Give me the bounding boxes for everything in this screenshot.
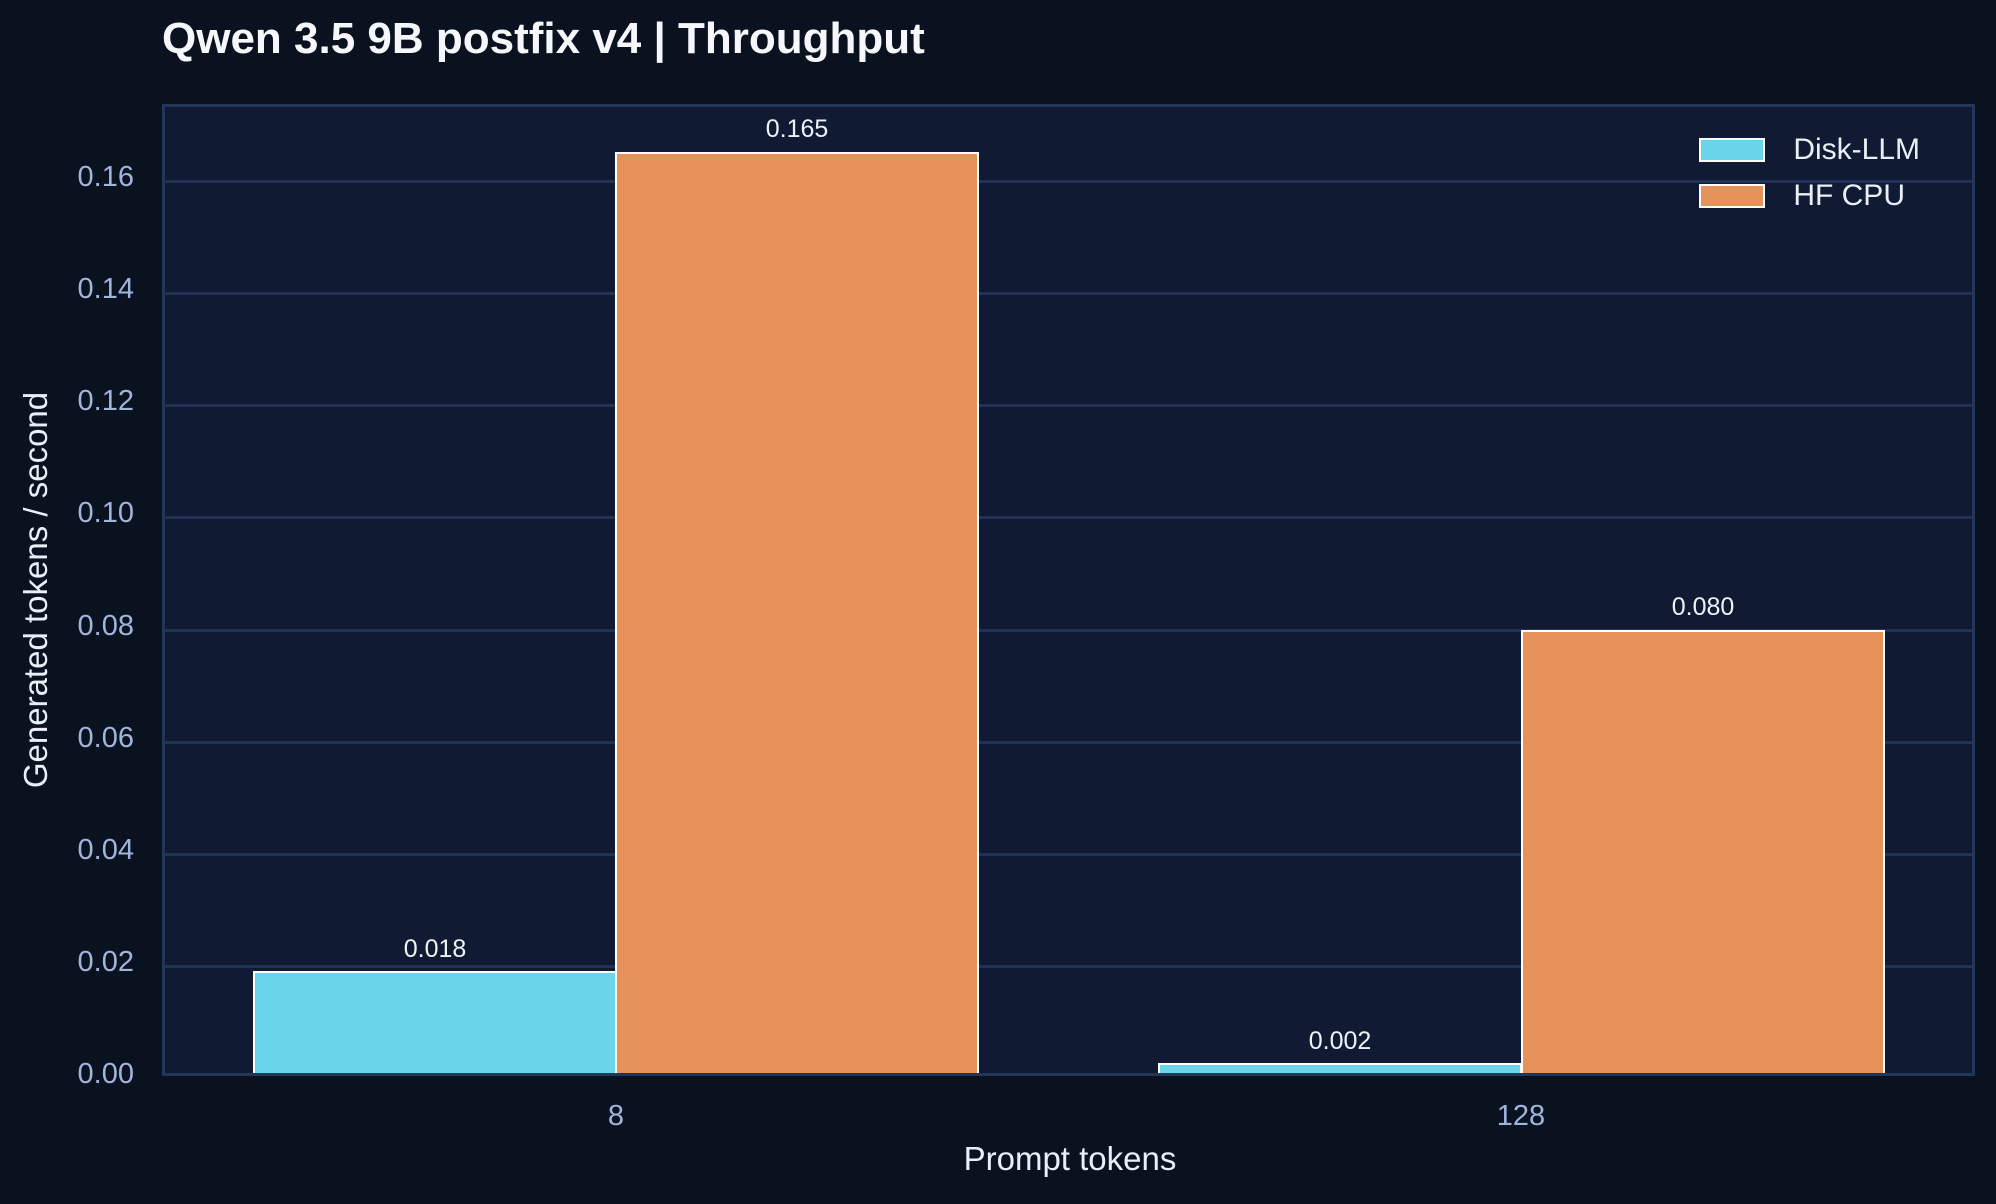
x-axis-label: Prompt tokens: [963, 1140, 1177, 1177]
y-tick: 0.10: [77, 497, 134, 529]
bar-value-label: 0.165: [765, 115, 829, 143]
bar-value-label: 0.002: [1308, 1027, 1372, 1055]
bar-disk-llm-128[interactable]: [1158, 1063, 1522, 1073]
gridline: [165, 629, 1972, 632]
gridline: [165, 404, 1972, 407]
legend-item-hf-cpu[interactable]: HF CPU: [1699, 173, 1920, 219]
y-tick: 0.06: [77, 722, 134, 754]
gridline: [165, 516, 1972, 519]
y-tick: 0.04: [77, 834, 134, 866]
legend-item-disk-llm[interactable]: Disk-LLM: [1699, 127, 1920, 173]
bar-hf-cpu-128[interactable]: [1521, 630, 1885, 1073]
y-tick: 0.08: [77, 610, 134, 642]
bar-disk-llm-8[interactable]: [253, 971, 617, 1073]
bar-hf-cpu-8[interactable]: [615, 152, 979, 1073]
x-tick: 8: [607, 1100, 625, 1132]
gridline: [165, 965, 1972, 968]
legend-label: Disk-LLM: [1793, 133, 1920, 166]
legend-swatch-icon: [1699, 138, 1766, 162]
gridline: [165, 741, 1972, 744]
legend: Disk-LLM HF CPU: [1699, 127, 1920, 219]
legend-swatch-icon: [1699, 184, 1766, 208]
y-tick: 0.14: [77, 273, 134, 305]
bar-value-label: 0.018: [403, 935, 467, 963]
bar-value-label: 0.080: [1671, 593, 1735, 621]
plot-area: 0.018 0.165 0.002 0.080 Disk-LLM HF CPU: [162, 104, 1975, 1076]
x-tick: 128: [1496, 1100, 1546, 1132]
y-tick: 0.00: [77, 1058, 134, 1090]
y-tick: 0.12: [77, 385, 134, 417]
chart-title: Qwen 3.5 9B postfix v4 | Throughput: [162, 14, 925, 63]
gridline: [165, 292, 1972, 295]
gridline: [165, 853, 1972, 856]
y-tick: 0.16: [77, 161, 134, 193]
legend-label: HF CPU: [1793, 179, 1905, 212]
gridline: [165, 180, 1972, 183]
y-tick: 0.02: [77, 946, 134, 978]
